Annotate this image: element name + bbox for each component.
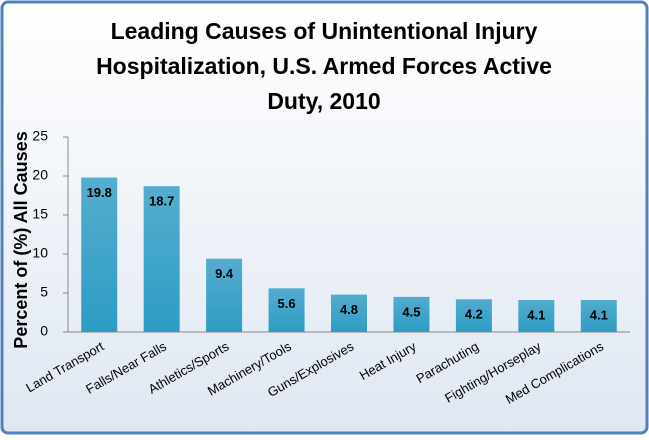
bar xyxy=(143,186,180,332)
chart-title: Hospitalization, U.S. Armed Forces Activ… xyxy=(96,53,552,79)
y-tick-label: 5 xyxy=(40,284,48,300)
value-label: 5.6 xyxy=(278,296,296,311)
bar xyxy=(455,299,492,332)
y-tick-label: 20 xyxy=(32,167,48,183)
y-axis-label: Percent of (%) All Causes xyxy=(11,131,31,348)
bar xyxy=(331,294,367,332)
chart-title: Duty, 2010 xyxy=(267,88,380,114)
value-label: 4.1 xyxy=(527,307,545,322)
value-label: 18.7 xyxy=(149,194,174,209)
value-label: 4.2 xyxy=(465,307,483,322)
bar xyxy=(268,288,305,332)
value-label: 4.8 xyxy=(340,302,358,317)
bar xyxy=(580,300,617,332)
value-label: 9.4 xyxy=(215,266,234,281)
y-tick-label: 25 xyxy=(32,128,48,144)
bar xyxy=(393,296,430,332)
bar xyxy=(206,258,243,332)
bar xyxy=(518,300,555,332)
chart-title: Leading Causes of Unintentional Injury xyxy=(111,18,538,44)
bar xyxy=(81,177,118,332)
y-tick-label: 10 xyxy=(32,245,48,261)
value-label: 19.8 xyxy=(87,185,112,200)
value-label: 4.5 xyxy=(402,304,420,319)
y-tick-label: 0 xyxy=(40,323,48,339)
y-tick-label: 15 xyxy=(32,206,48,222)
value-label: 4.1 xyxy=(590,307,608,322)
